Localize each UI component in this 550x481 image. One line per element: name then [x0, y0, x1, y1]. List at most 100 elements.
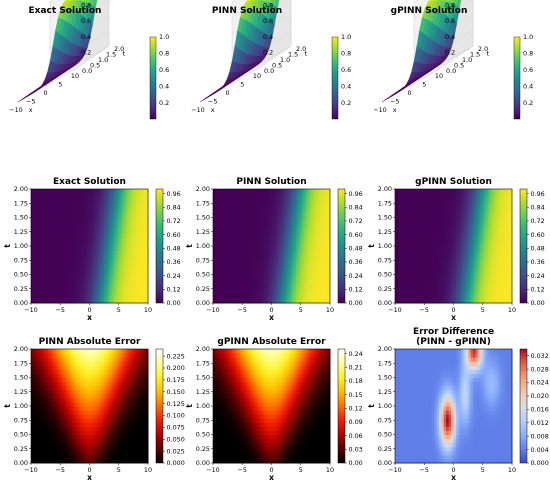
- x-tick-label: 10: [435, 72, 443, 80]
- y-tick-label: 2.0: [114, 45, 124, 53]
- colorbar-tick-label: 0.6: [523, 66, 533, 74]
- panel-title: PINN Solution: [236, 177, 306, 187]
- z-tick-label: 0.8: [81, 2, 91, 10]
- y-tick-label: 1.25: [14, 228, 28, 236]
- y-tick-label: 1.50: [378, 214, 392, 222]
- y-tick-label: 1.5: [106, 51, 116, 59]
- y-axis-label: t: [3, 244, 12, 248]
- x-axis-label: x: [211, 106, 215, 114]
- y-axis-label: t: [367, 244, 376, 248]
- y-tick-label: 0.75: [196, 256, 210, 264]
- colorbar-tick-label: 1.0: [523, 33, 533, 41]
- surface-panel-1: 0.20.40.60.81.0−10−50510x0.00.51.01.52.0…: [191, 0, 351, 120]
- colorbar-tick-label: 0.8: [159, 50, 169, 58]
- y-tick-label: 1.00: [14, 242, 28, 250]
- surface-facet: [79, 0, 84, 2]
- colorbar: [337, 188, 346, 304]
- colorbar: [155, 188, 164, 304]
- x-axis-label: x: [29, 106, 33, 114]
- colorbar-tick-label: 0.24: [167, 272, 181, 280]
- x-axis-label: x: [393, 106, 397, 114]
- panel-title: PINN Solution: [212, 6, 282, 16]
- colorbar-tick-label: 0.8: [523, 50, 533, 58]
- colorbar: [519, 188, 528, 304]
- surface-facet: [66, 0, 71, 2]
- x-tick-label: −10: [191, 106, 205, 114]
- x-axis-label: x: [269, 313, 274, 322]
- y-axis-label: t: [487, 50, 490, 58]
- colorbar-tick-label: 0.96: [167, 190, 181, 198]
- x-tick-label: −5: [238, 306, 247, 314]
- colorbar-tick-label: 0.2: [523, 99, 533, 107]
- colorbar-tick-label: 0.96: [531, 190, 545, 198]
- z-tick-label: 0.2: [445, 48, 455, 56]
- x-tick-label: 5: [299, 306, 303, 314]
- panel-title: gPINN Solution: [415, 177, 492, 187]
- y-tick-label: 0.50: [378, 271, 392, 279]
- y-tick-label: 0.00: [378, 299, 392, 307]
- y-tick-label: 1.00: [196, 242, 210, 250]
- colorbar-tick-label: 0.00: [167, 299, 181, 307]
- y-axis-label: t: [305, 50, 308, 58]
- colorbar: [513, 36, 521, 120]
- surface-facet: [92, 0, 98, 8]
- x-tick-label: 10: [71, 72, 79, 80]
- colorbar-tick-label: 0.00: [349, 299, 363, 307]
- colorbar-tick-label: 0.96: [349, 190, 363, 198]
- panel-title: gPINN Solution: [391, 6, 468, 16]
- z-tick-label: 0.2: [81, 48, 91, 56]
- colorbar-tick-label: 0.60: [349, 231, 363, 239]
- y-tick-label: 2.00: [14, 185, 28, 193]
- surface-facet: [85, 0, 91, 4]
- colorbar-tick-label: 0.60: [167, 231, 181, 239]
- y-tick-label: 1.00: [378, 242, 392, 250]
- x-tick-label: 5: [422, 81, 426, 89]
- x-tick-label: 10: [144, 306, 152, 314]
- z-tick-label: 0.4: [445, 33, 455, 41]
- colorbar-tick-label: 0.24: [349, 272, 363, 280]
- z-tick-label: 0.6: [445, 17, 455, 25]
- colorbar-tick-label: 0.12: [531, 286, 545, 294]
- colorbar-tick-label: 0.00: [531, 299, 545, 307]
- x-tick-label: 5: [58, 81, 62, 89]
- z-tick-label: 0.4: [263, 33, 273, 41]
- colorbar-tick-label: 0.6: [159, 66, 169, 74]
- x-tick-label: 0: [43, 89, 47, 97]
- colorbar-tick-label: 0.84: [167, 203, 181, 211]
- surface-facet: [89, 0, 94, 6]
- y-tick-label: 1.50: [196, 214, 210, 222]
- x-tick-label: −10: [9, 106, 23, 114]
- colorbar-tick-label: 0.2: [341, 99, 351, 107]
- y-tick-label: 1.25: [196, 228, 210, 236]
- z-tick-label: 0.4: [81, 33, 91, 41]
- y-tick-label: 0.00: [196, 299, 210, 307]
- colorbar: [331, 36, 339, 120]
- y-tick-label: 0.25: [14, 285, 28, 293]
- surface-panel-2: 0.20.40.60.81.0−10−50510x0.00.51.01.52.0…: [373, 0, 533, 120]
- surface-facet: [82, 0, 87, 3]
- y-tick-label: 0.75: [378, 256, 392, 264]
- x-tick-label: −5: [26, 98, 35, 106]
- y-tick-label: 2.00: [378, 185, 392, 193]
- x-tick-label: −10: [373, 106, 387, 114]
- x-tick-label: 5: [481, 306, 485, 314]
- y-tick-label: 0.00: [14, 299, 28, 307]
- x-tick-label: 10: [253, 72, 261, 80]
- colorbar-tick-label: 0.36: [531, 258, 545, 266]
- surface-panel-0: 0.20.40.60.81.0−10−50510x0.00.51.01.52.0…: [9, 0, 169, 120]
- y-tick-label: 1.75: [196, 199, 210, 207]
- colorbar-tick-label: 0.60: [531, 231, 545, 239]
- colorbar-tick-label: 0.4: [341, 82, 351, 90]
- y-axis-label: t: [185, 244, 194, 248]
- x-tick-label: 10: [508, 306, 516, 314]
- x-tick-label: 0: [225, 89, 229, 97]
- colorbar: [149, 36, 157, 120]
- x-axis-label: x: [451, 313, 456, 322]
- colorbar-tick-label: 0.84: [531, 203, 545, 211]
- y-tick-label: 0.50: [14, 271, 28, 279]
- z-tick-label: 0.2: [263, 48, 273, 56]
- x-tick-label: −5: [56, 306, 65, 314]
- x-tick-label: 0: [407, 89, 411, 97]
- surface-facet: [267, 0, 273, 4]
